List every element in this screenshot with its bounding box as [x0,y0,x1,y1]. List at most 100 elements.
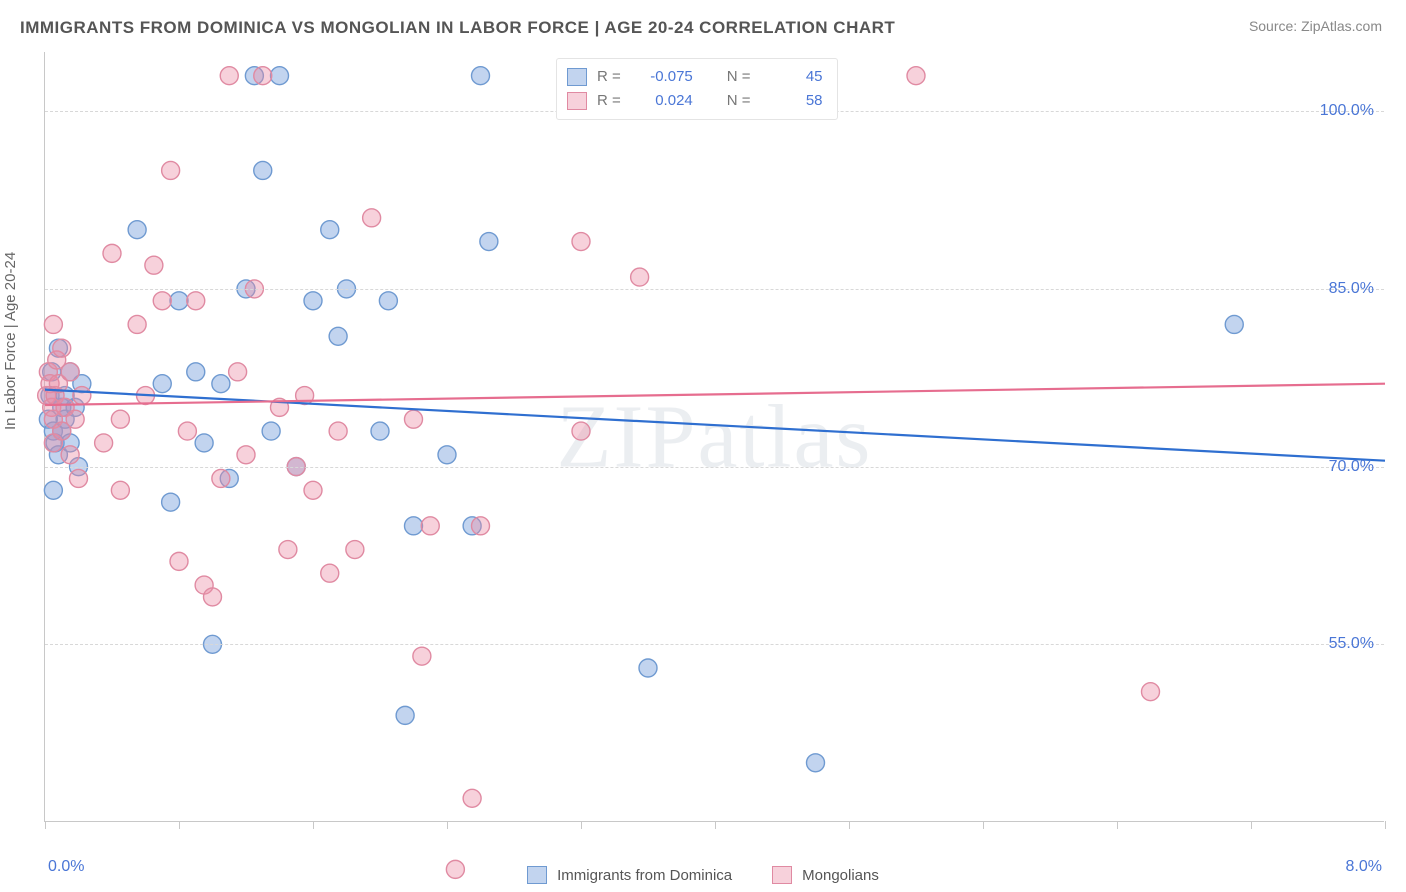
legend-row: R = -0.075 N = 45 [567,65,823,89]
x-axis-max-label: 8.0% [1346,858,1382,876]
data-point [128,221,146,239]
data-point [187,363,205,381]
data-point [572,233,590,251]
data-point [111,481,129,499]
x-axis-min-label: 0.0% [48,858,84,876]
legend-row: R = 0.024 N = 58 [567,89,823,113]
data-point [212,469,230,487]
x-tick [45,821,46,829]
data-point [53,339,71,357]
data-point [304,292,322,310]
n-value-0: 45 [761,65,823,89]
scatter-svg [45,52,1384,821]
data-point [178,422,196,440]
data-point [212,375,230,393]
data-point [153,292,171,310]
data-point [162,161,180,179]
data-point [95,434,113,452]
data-point [229,363,247,381]
data-point [329,422,347,440]
data-point [262,422,280,440]
series-1-name: Mongolians [802,867,879,884]
x-tick [581,821,582,829]
data-point [321,221,339,239]
data-point [1225,315,1243,333]
trend-line [45,384,1385,405]
correlation-legend: R = -0.075 N = 45 R = 0.024 N = 58 [556,58,838,120]
data-point [66,410,84,428]
plot-area: ZIPatlas 55.0%70.0%85.0%100.0% [44,52,1384,822]
data-point [237,446,255,464]
data-point [1142,683,1160,701]
data-point [396,706,414,724]
n-label: N = [727,89,751,113]
gridline [45,467,1384,468]
x-tick [179,821,180,829]
y-tick-label: 70.0% [1329,458,1374,476]
x-tick [849,821,850,829]
r-label: R = [597,65,621,89]
x-tick [313,821,314,829]
source-link[interactable]: ZipAtlas.com [1301,18,1382,34]
data-point [405,517,423,535]
data-point [304,481,322,499]
data-point [162,493,180,511]
y-tick-label: 85.0% [1329,280,1374,298]
data-point [279,541,297,559]
data-point [329,327,347,345]
data-point [480,233,498,251]
y-tick-label: 100.0% [1320,102,1374,120]
data-point [220,67,238,85]
chart-title: IMMIGRANTS FROM DOMINICA VS MONGOLIAN IN… [20,18,895,38]
data-point [103,244,121,262]
data-point [111,410,129,428]
r-value-1: 0.024 [631,89,693,113]
data-point [346,541,364,559]
x-tick [715,821,716,829]
data-point [271,67,289,85]
data-point [70,469,88,487]
data-point [472,517,490,535]
data-point [413,647,431,665]
data-point [44,315,62,333]
r-value-0: -0.075 [631,65,693,89]
swatch-series-1-bottom [772,866,792,884]
data-point [195,434,213,452]
legend-item: Mongolians [772,866,879,884]
data-point [187,292,205,310]
data-point [907,67,925,85]
data-point [145,256,163,274]
data-point [254,161,272,179]
r-label: R = [597,89,621,113]
data-point [463,789,481,807]
data-point [170,552,188,570]
data-point [153,375,171,393]
y-axis-title: In Labor Force | Age 20-24 [2,252,19,430]
data-point [421,517,439,535]
data-point [379,292,397,310]
data-point [572,422,590,440]
legend-item: Immigrants from Dominica [527,866,732,884]
data-point [128,315,146,333]
source-prefix: Source: [1249,18,1301,34]
series-0-name: Immigrants from Dominica [557,867,732,884]
data-point [61,363,79,381]
series-legend: 0.0% Immigrants from Dominica Mongolians… [0,866,1406,884]
data-point [204,588,222,606]
data-point [371,422,389,440]
x-tick [447,821,448,829]
data-point [44,481,62,499]
data-point [807,754,825,772]
data-point [321,564,339,582]
y-tick-label: 55.0% [1329,635,1374,653]
data-point [438,446,456,464]
data-point [363,209,381,227]
x-tick [1251,821,1252,829]
data-point [254,67,272,85]
x-tick [1117,821,1118,829]
data-point [73,387,91,405]
data-point [472,67,490,85]
x-tick [983,821,984,829]
data-point [170,292,188,310]
data-point [61,446,79,464]
